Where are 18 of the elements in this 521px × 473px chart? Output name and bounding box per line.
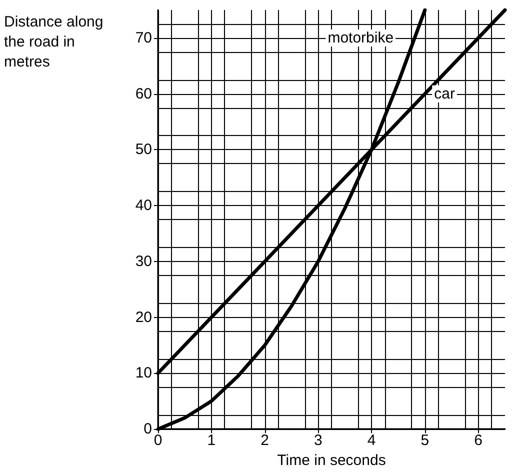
y-tick-label: 10 xyxy=(135,364,152,382)
y-tick-label: 0 xyxy=(144,420,152,438)
x-axis-title: Time in seconds xyxy=(277,452,386,469)
y-axis-title: Distance along the road in metres xyxy=(4,14,108,70)
x-tick-label: 2 xyxy=(260,432,269,450)
x-tick-label: 3 xyxy=(314,432,322,450)
y-tick-label: 30 xyxy=(135,252,152,270)
x-tick-label: 4 xyxy=(367,432,376,450)
series-label: motorbike xyxy=(328,29,394,46)
y-tick-label: 70 xyxy=(135,29,152,46)
x-tick-label: 5 xyxy=(420,432,430,450)
series-label: car xyxy=(434,85,455,102)
x-tick-label: 1 xyxy=(207,432,216,450)
y-tick-label: 20 xyxy=(135,308,152,326)
y-tick-label: 40 xyxy=(135,197,152,214)
y-tick-label: 50 xyxy=(135,141,152,158)
y-tick-label: 60 xyxy=(135,85,152,102)
x-tick-label: 6 xyxy=(474,432,482,450)
